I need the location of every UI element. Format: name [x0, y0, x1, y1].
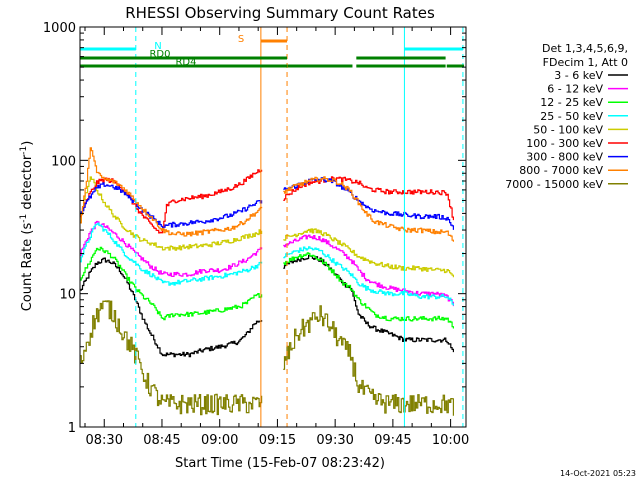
x-tick-label-1: 08:45: [143, 433, 180, 448]
footer-timestamp: 14-Oct-2021 05:23: [560, 469, 636, 478]
axis-layer: 1 10 100 1000 08:30 08:45 09:00 09:15 09:30 09:45…: [43, 21, 469, 448]
y-tick-label-3: 1000: [43, 21, 76, 36]
series-line-7: [80, 147, 454, 242]
legend-header-line-2: FDecim 1, Att 0: [543, 56, 628, 69]
x-axis-label: Start Time (15-Feb-07 08:23:42): [175, 456, 385, 471]
legend-label-7: 800 - 7000 keV: [519, 164, 603, 177]
y-tick-label-1: 10: [59, 288, 76, 303]
y-tick-label-2: 100: [51, 154, 76, 169]
series-line-3: [80, 222, 454, 306]
state-bar-label-RD0: RD0: [149, 49, 170, 60]
legend-label-8: 7000 - 15000 keV: [505, 178, 603, 191]
series-line-5: [80, 169, 454, 234]
legend-label-1: 6 - 12 keV: [547, 83, 603, 96]
x-tick-label-4: 09:30: [316, 433, 353, 448]
x-tick-label-6: 10:00: [432, 433, 469, 448]
series-line-4: [80, 176, 454, 278]
legend-header-line-1: Det 1,3,4,5,6,9,: [542, 42, 628, 55]
x-tick-label-5: 09:45: [374, 433, 411, 448]
state-bar-label-S: S: [238, 34, 244, 45]
legend-label-3: 25 - 50 keV: [540, 110, 603, 123]
series-line-8: [80, 300, 454, 416]
y-axis-label: Count Rate (s-1 detector-1): [19, 141, 35, 312]
chart-title: RHESSI Observing Summary Count Rates: [125, 4, 435, 22]
legend-label-5: 100 - 300 keV: [526, 137, 603, 150]
series-layer: [80, 147, 454, 416]
series-line-2: [80, 246, 454, 329]
x-tick-label-2: 09:00: [201, 433, 238, 448]
plot-frame: [79, 26, 467, 428]
state-bar-label-RD4: RD4: [175, 57, 196, 68]
series-line-1: [80, 220, 454, 307]
state-bar-label-N: N: [154, 41, 161, 52]
y-tick-label-0: 1: [68, 421, 76, 436]
legend-label-4: 50 - 100 keV: [533, 123, 603, 136]
legend-label-2: 12 - 25 keV: [540, 96, 603, 109]
x-tick-label-3: 09:15: [259, 433, 296, 448]
legend-label-0: 3 - 6 keV: [554, 69, 603, 82]
legend-label-6: 300 - 800 keV: [526, 151, 603, 164]
x-tick-label-0: 08:30: [86, 433, 123, 448]
